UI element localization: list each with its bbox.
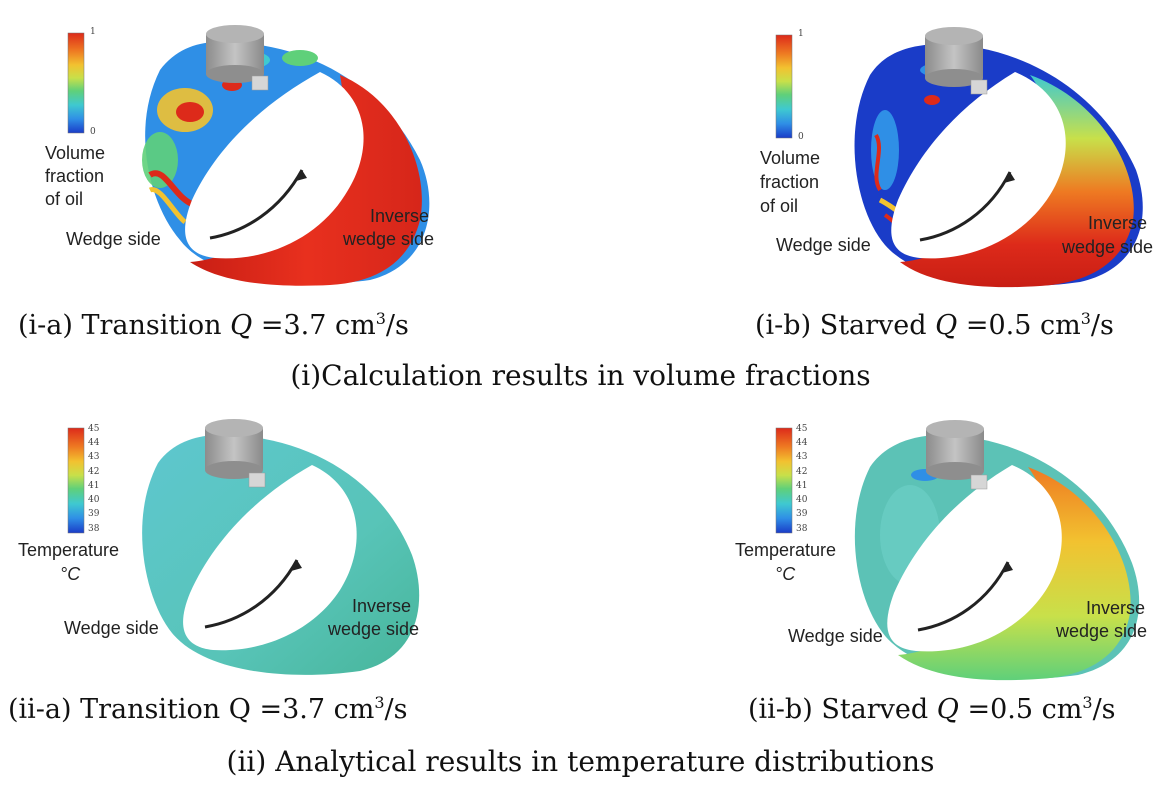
colorbar-tick: 41 (796, 481, 808, 491)
colorbar-title-line1: Volume (760, 148, 821, 168)
colorbar (67, 32, 85, 134)
colorbar-title-line1: Temperature (18, 540, 120, 560)
colorbar-tick: 44 (88, 438, 100, 448)
oil-supply-cylinder (206, 25, 269, 91)
colorbar-tick: 45 (796, 424, 808, 434)
colorbar-tick: 43 (88, 452, 100, 462)
oil-supply-cylinder (926, 420, 988, 490)
caption-ii-a: (ii-a) Transition Q =3.7 cm3/s (8, 693, 408, 725)
caption-i-b: (i-b) Starved Q =0.5 cm3/s (755, 309, 1114, 341)
bearing-illustration-i-b (775, 27, 1143, 288)
wedge-side-label: Wedge side (776, 235, 871, 255)
colorbar-tick: 43 (796, 452, 808, 462)
colorbar-title-line1: Temperature (735, 540, 837, 560)
colorbar (775, 34, 793, 139)
wedge-side-label: Wedge side (66, 229, 161, 249)
colorbar-tick: 45 (88, 424, 100, 434)
colorbar-title-line1: Volume (45, 143, 106, 163)
colorbar-tick: 38 (796, 524, 808, 534)
colorbar-tick: 39 (796, 509, 808, 519)
bearing-illustration-i-a (67, 25, 430, 286)
colorbar-min-label: 0 (90, 127, 96, 137)
panel-i-a: 1 0 Volume fraction of oil Wedge side In… (0, 0, 580, 300)
wedge-side-label: Wedge side (788, 626, 883, 646)
colorbar-tick: 42 (796, 467, 808, 477)
inverse-label-line1: Inverse (352, 596, 412, 616)
oil-red-region (900, 75, 1134, 288)
colorbar-tick: 44 (796, 438, 808, 448)
oil-red-region (190, 75, 422, 286)
colorbar-tick: 41 (88, 481, 100, 491)
inverse-label-line2: wedge side (1062, 237, 1154, 257)
wedge-side-label: Wedge side (64, 618, 159, 638)
colorbar (775, 427, 793, 534)
colorbar-tick: 39 (88, 509, 100, 519)
bearing-inner-opening (891, 72, 1066, 259)
colorbar-min-label: 0 (798, 132, 804, 142)
panel-ii-a: 45 44 43 42 41 40 39 38 Temperature °C W… (0, 395, 580, 685)
colorbar-max-label: 1 (90, 27, 96, 37)
colorbar-title-line3: of oil (760, 196, 799, 216)
colorbar-tick: 42 (88, 467, 100, 477)
rotation-arrow (917, 561, 1010, 632)
colorbar-tick: 40 (796, 495, 808, 505)
bearing-inner-opening (887, 465, 1062, 652)
inverse-label-line1: Inverse (1086, 598, 1146, 618)
inverse-label-line2: wedge side (343, 229, 435, 249)
oil-supply-cylinder (205, 419, 266, 488)
bearing-illustration-ii-b (775, 420, 1140, 681)
colorbar-title-line3: of oil (45, 189, 84, 209)
panel-ii-b: 45 44 43 42 41 40 39 38 Temperature °C W… (580, 395, 1161, 685)
colorbar-tick: 38 (88, 524, 100, 534)
rotation-arrow (204, 559, 299, 629)
colorbar (67, 427, 85, 534)
colorbar-title-line2: fraction (45, 166, 105, 186)
bearing-inner-opening (183, 465, 357, 651)
rotation-arrow (919, 171, 1012, 242)
warm-region (898, 467, 1131, 681)
inverse-label-line1: Inverse (370, 206, 430, 226)
panel-i-b: 1 0 Volume fraction of oil Wedge side In… (580, 0, 1161, 300)
colorbar-max-label: 1 (798, 29, 804, 39)
inverse-label-line1: Inverse (1088, 213, 1148, 233)
caption-ii-b: (ii-b) Starved Q =0.5 cm3/s (748, 693, 1116, 725)
section-caption-ii: (ii) Analytical results in temperature d… (226, 745, 935, 778)
bearing-illustration-ii-a (67, 419, 420, 675)
inverse-label-line2: wedge side (1056, 621, 1148, 641)
colorbar-title-line2: fraction (760, 172, 820, 192)
bearing-inner-opening (185, 72, 364, 259)
caption-i-a: (i-a) Transition Q =3.7 cm3/s (18, 309, 409, 341)
section-caption-i: (i)Calculation results in volume fractio… (290, 359, 871, 392)
rotation-arrow (209, 169, 304, 240)
inverse-label-line2: wedge side (328, 619, 420, 639)
colorbar-tick: 40 (88, 495, 100, 505)
colorbar-title-line2: °C (60, 564, 81, 584)
colorbar-title-line2: °C (775, 564, 796, 584)
oil-supply-cylinder (925, 27, 988, 95)
